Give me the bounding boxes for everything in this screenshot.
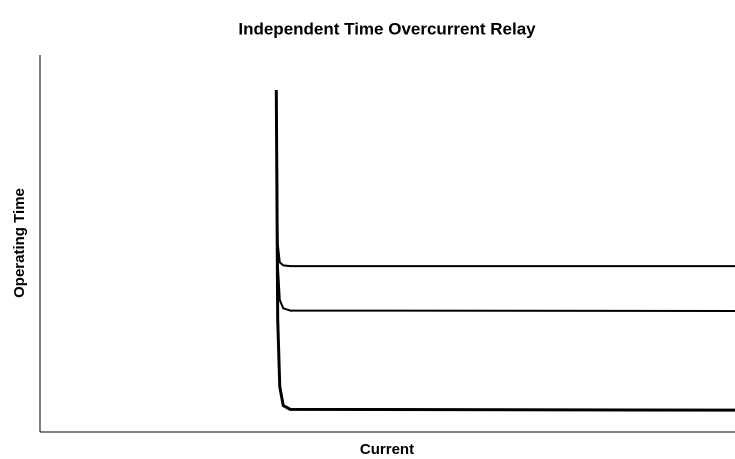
- x-axis-label: Current: [360, 441, 414, 458]
- line-series: [275, 90, 735, 268]
- line-series: [274, 90, 735, 412]
- line-series: [275, 90, 735, 312]
- y-axis-label: Operating Time: [11, 188, 28, 298]
- chart-title: Independent Time Overcurrent Relay: [238, 19, 536, 38]
